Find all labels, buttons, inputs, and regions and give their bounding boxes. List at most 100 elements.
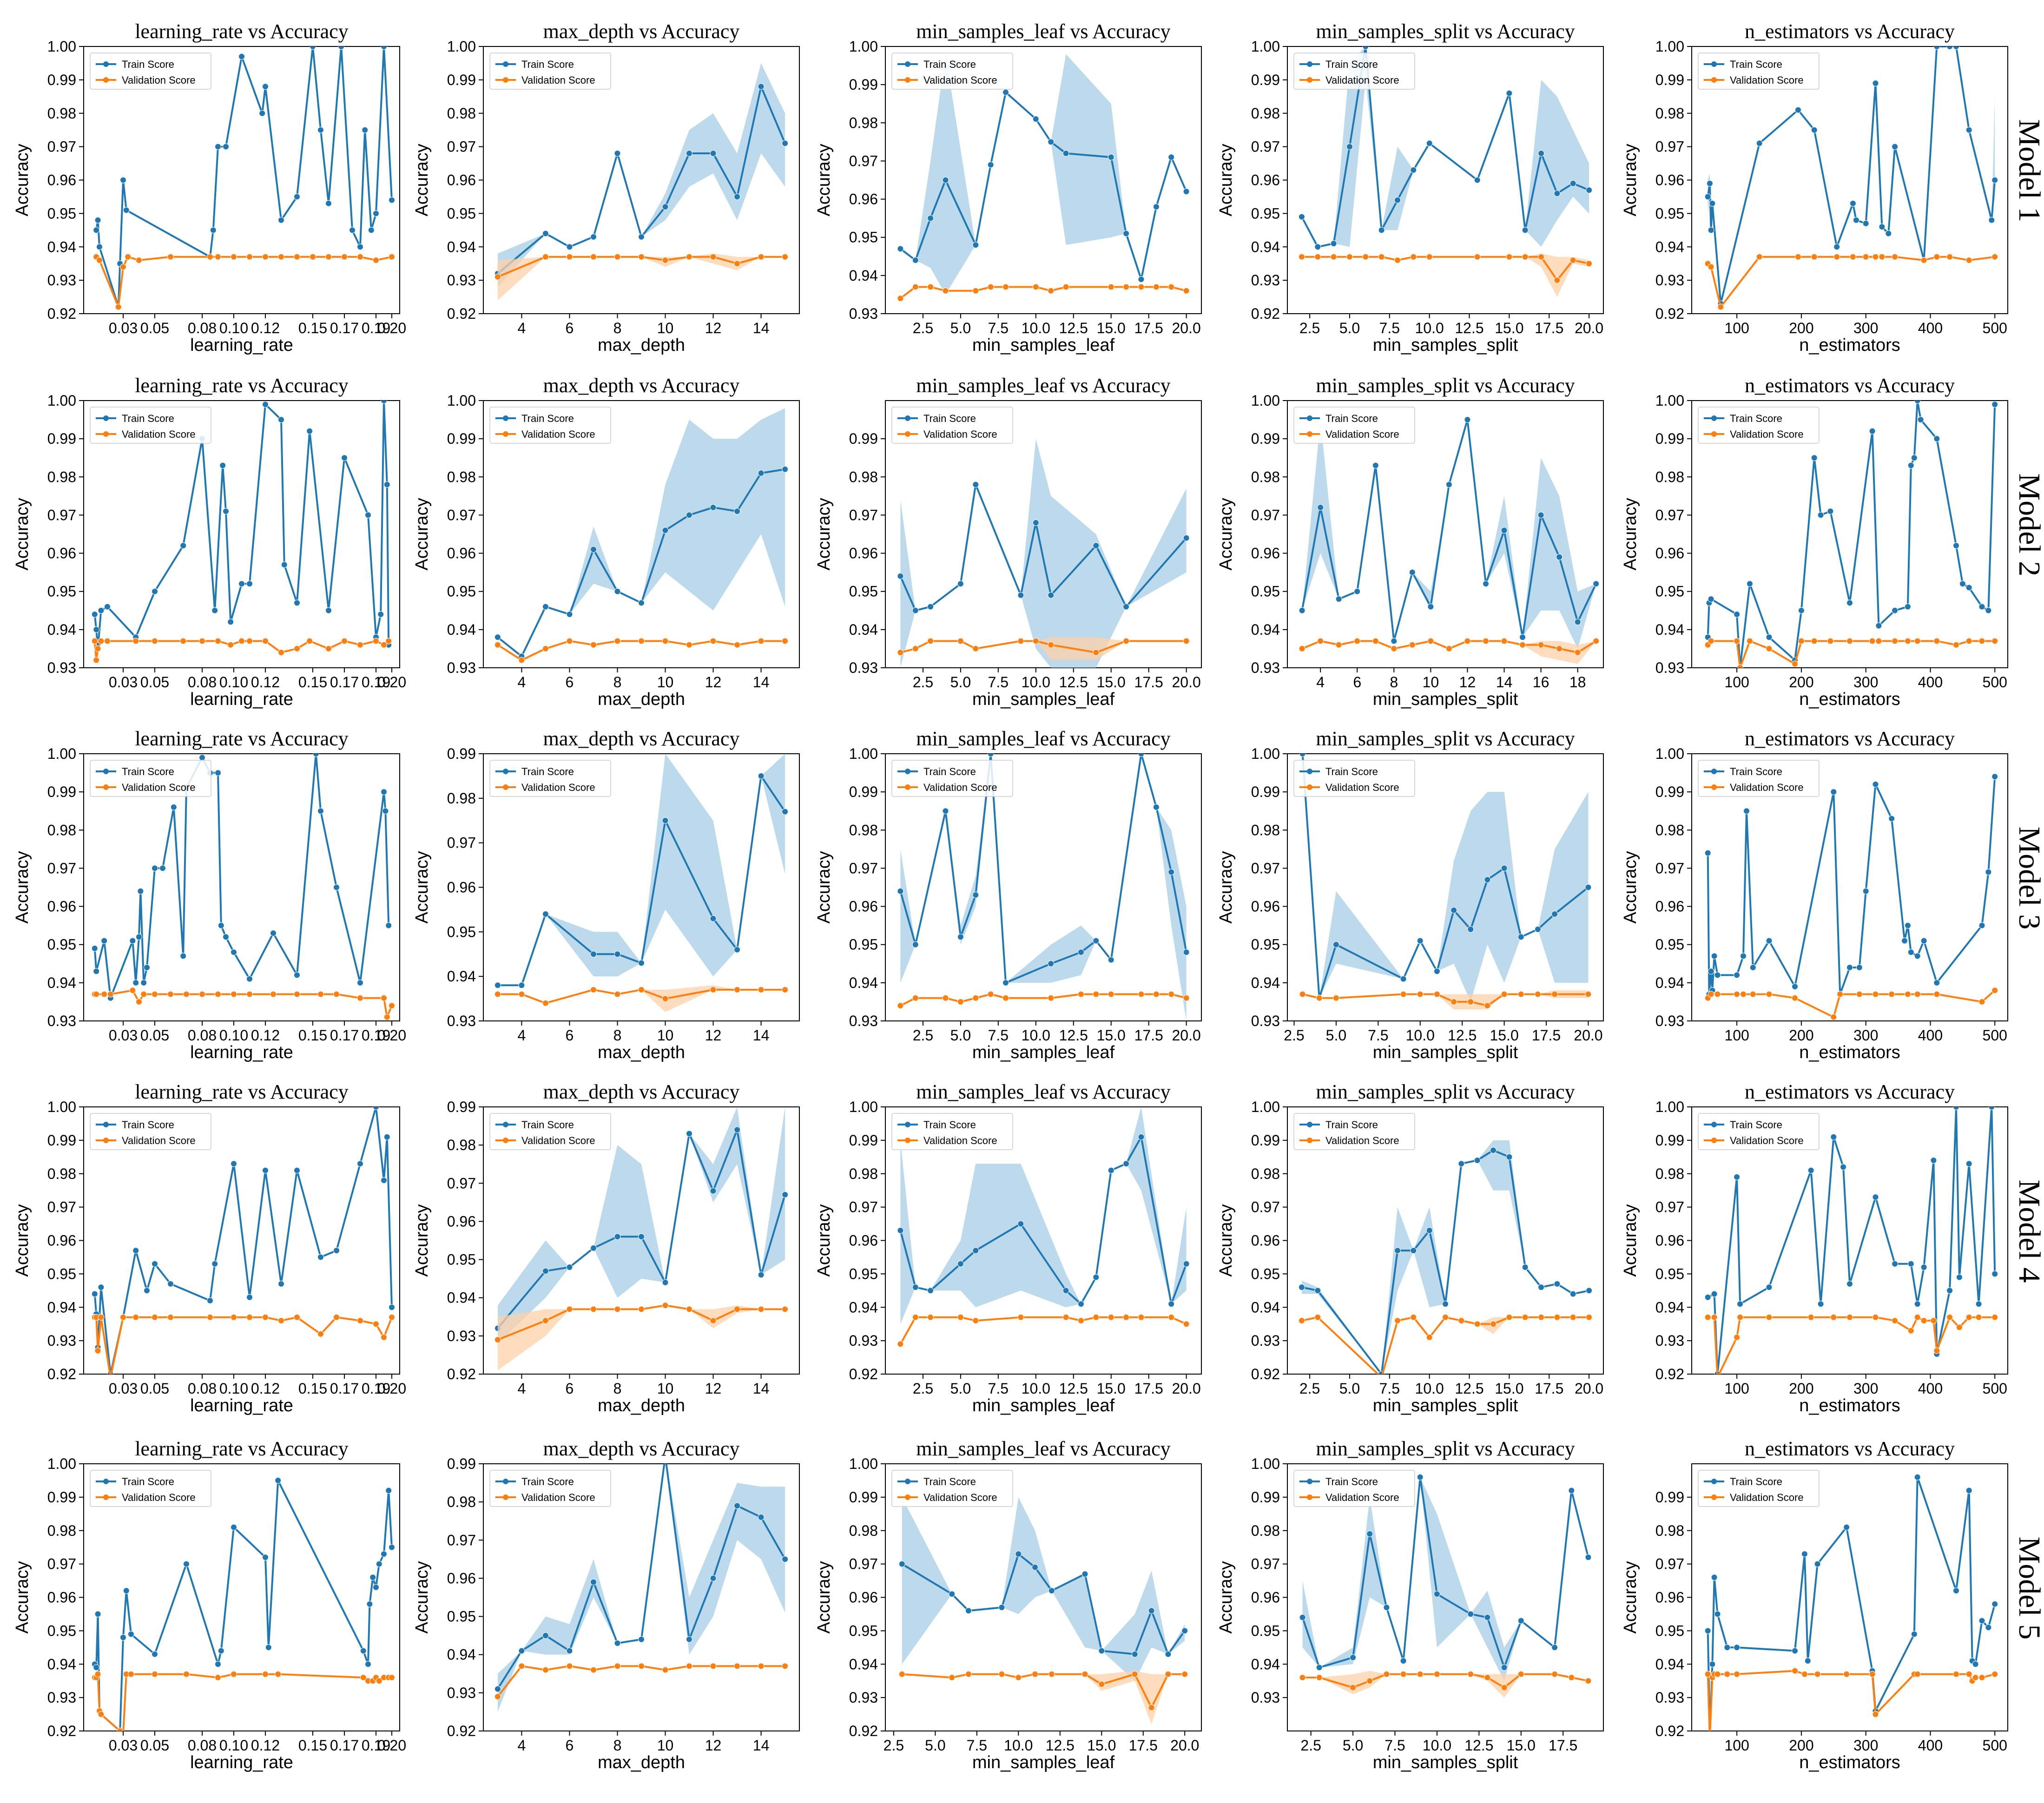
legend-box	[1293, 53, 1415, 90]
train-point	[1904, 603, 1911, 610]
train-legend-label: Train Score	[521, 766, 574, 777]
y-tick-label: 1.00	[1251, 1099, 1280, 1115]
validation-point	[758, 1306, 765, 1313]
x-tick-label: 8	[613, 1027, 622, 1044]
train-point	[1569, 1290, 1576, 1297]
train-point	[1766, 937, 1773, 944]
plot-frame	[1691, 400, 2008, 668]
train-point	[758, 470, 765, 477]
x-axis-label: max_depth	[598, 1753, 685, 1772]
validation-point	[927, 283, 934, 290]
validation-point	[998, 1671, 1005, 1678]
y-tick-label: 0.94	[849, 1299, 878, 1316]
validation-point	[94, 1347, 101, 1354]
validation-point	[1032, 283, 1039, 290]
train-point	[1569, 180, 1576, 187]
validation-point	[686, 253, 692, 260]
train-point	[1417, 1474, 1424, 1481]
legend-box	[1293, 407, 1415, 444]
legend-box	[891, 760, 1013, 797]
validation-point	[125, 253, 132, 260]
validation-point	[912, 283, 919, 290]
validation-point	[1378, 253, 1385, 260]
validation-point	[566, 1663, 573, 1670]
train-point	[987, 161, 994, 168]
train-point	[1168, 154, 1175, 161]
legend-box	[489, 1113, 611, 1150]
train-point	[965, 1607, 972, 1614]
train-point	[590, 951, 597, 958]
validation-point	[1837, 991, 1844, 998]
validation-point	[1062, 283, 1069, 290]
x-tick-label: 15.0	[1097, 1027, 1126, 1044]
validation-point	[1914, 638, 1921, 645]
validation-point	[1400, 1671, 1407, 1678]
validation-point	[1892, 253, 1899, 260]
train-point	[614, 588, 621, 595]
x-tick-label: 17.5	[1134, 1027, 1163, 1044]
validation-point	[1875, 638, 1882, 645]
validation-point	[662, 638, 669, 645]
x-axis-label: min_samples_leaf	[972, 1043, 1115, 1062]
train-point	[1914, 1301, 1921, 1308]
x-tick-label: 12	[705, 320, 722, 336]
train-score-line	[93, 1107, 393, 1374]
train-point	[710, 1187, 717, 1194]
train-point	[972, 1247, 979, 1254]
legend-box	[489, 53, 611, 90]
train-point	[1814, 1560, 1821, 1567]
train-point	[734, 946, 741, 953]
y-tick-label: 0.98	[1655, 1522, 1684, 1539]
validation-point	[294, 645, 300, 652]
validation-point	[1593, 638, 1600, 645]
validation-point	[270, 991, 277, 998]
validation-point	[1792, 1667, 1798, 1674]
x-tick-label: 10.0	[1022, 1027, 1050, 1044]
validation-point	[927, 1314, 934, 1321]
train-point	[1892, 143, 1899, 150]
legend-box	[891, 1113, 1013, 1150]
x-tick-label: 10.0	[1415, 320, 1444, 336]
validation-legend-label: Validation Score	[1730, 782, 1804, 793]
train-score-line	[1301, 1149, 1589, 1374]
validation-point	[1807, 1314, 1814, 1321]
y-tick-label: 0.93	[47, 659, 76, 676]
x-tick-label: 7.5	[988, 674, 1009, 691]
train-point	[1795, 106, 1801, 113]
validation-point	[590, 1666, 597, 1673]
x-tick-label: 300	[1853, 1737, 1878, 1754]
validation-point	[1737, 1314, 1744, 1321]
validation-point	[1930, 1317, 1937, 1324]
plot-data	[1704, 1107, 1998, 1374]
train-point	[1985, 1624, 1992, 1631]
x-tick-label: 100	[1724, 320, 1749, 336]
train-point	[262, 1554, 269, 1561]
train-point	[1517, 934, 1524, 941]
plot-data	[494, 754, 789, 1012]
validation-legend-label: Validation Score	[1730, 1135, 1804, 1146]
train-point	[1400, 1658, 1407, 1665]
validation-point	[1108, 283, 1114, 290]
train-legend-marker	[503, 1479, 508, 1484]
validation-point	[542, 1000, 549, 1007]
y-tick-label: 0.95	[1251, 1265, 1280, 1282]
validation-point	[710, 638, 717, 645]
x-tick-label: 0.08	[188, 1380, 217, 1397]
x-tick-label: 2.5	[1284, 1027, 1304, 1044]
train-point	[1138, 754, 1145, 757]
train-point	[317, 808, 324, 815]
validation-point	[734, 986, 741, 993]
x-tick-label: 0.20	[377, 1737, 406, 1754]
x-tick-label: 17.5	[1532, 1027, 1561, 1044]
x-tick-label: 12.5	[1059, 320, 1088, 336]
x-tick-label: 20.0	[1574, 1027, 1602, 1044]
train-point	[614, 1640, 621, 1647]
validation-point	[357, 994, 363, 1001]
x-tick-label: 0.19	[362, 1380, 390, 1397]
train-point	[1108, 154, 1114, 161]
x-tick-label: 15.0	[1097, 320, 1126, 336]
x-tick-label: 6	[566, 674, 574, 691]
validation-point	[1766, 645, 1773, 652]
train-point	[1817, 1301, 1824, 1308]
